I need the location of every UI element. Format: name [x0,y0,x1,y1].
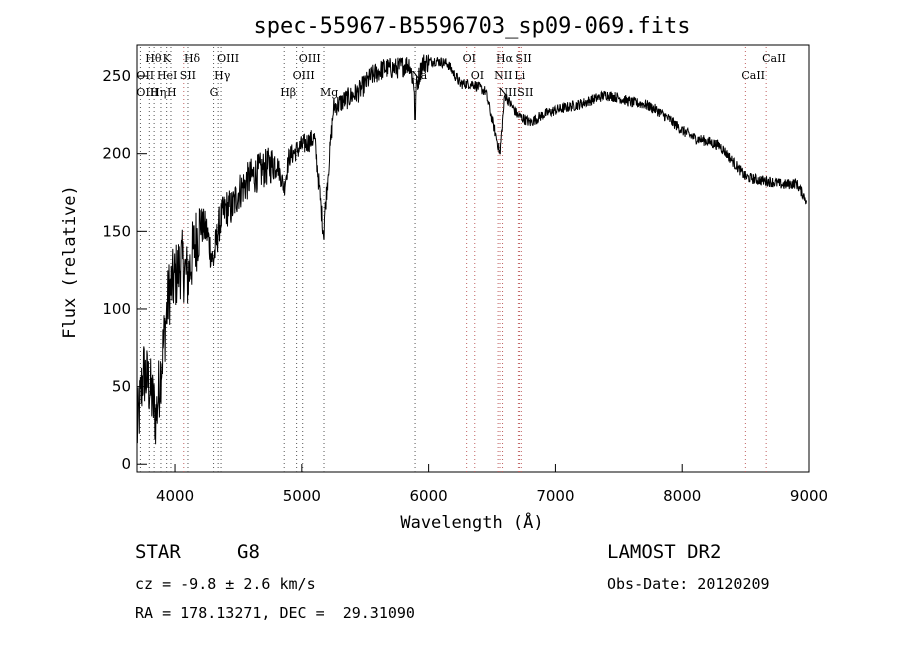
spectral-line-label: SII [517,86,533,99]
spectral-line-label: OIII [299,52,321,65]
object-subclass: G8 [237,541,260,563]
ra-dec-coordinates: RA = 178.13271, DEC = 29.31090 [135,604,415,622]
spectral-line-label: Mg [320,86,338,99]
spectrum-series-line [136,54,807,445]
chart-title: spec-55967-B5596703_sp09-069.fits [253,14,690,39]
x-tick-label: 8000 [663,487,701,505]
spectral-line-label: Li [514,69,525,82]
spectral-line-label: OII [136,69,154,82]
y-tick-label: 50 [112,378,131,396]
plot-frame [136,44,810,473]
spectral-line-label: OIII [217,52,239,65]
y-axis-label: Flux (relative) [60,185,80,339]
spectral-line-label: Hβ [280,86,296,99]
x-axis-label: Wavelength (Å) [400,511,543,533]
observation-date: Obs-Date: 20120209 [607,575,770,593]
spectral-line-label: Hγ [214,69,231,82]
spectral-line-label: HeI [157,69,177,82]
survey-name: LAMOST DR2 [607,541,722,563]
y-tick-label: 100 [102,300,131,318]
spectral-line-label: H [167,86,177,99]
spectral-line-label: Hδ [184,52,201,65]
spectral-line-label: Hθ [145,52,162,65]
axis-ticks: 4000 5000 6000 7000 8000 9000 0 50 100 150 200 250 [102,67,828,505]
spectral-line-label: SII [180,69,196,82]
spectral-line-label: OI [471,69,484,82]
spectral-line-label: OIII [136,86,158,99]
x-tick-label: 9000 [790,487,828,505]
spectral-line-label: SII [516,52,532,65]
y-tick-label: 200 [102,145,131,163]
redshift-cz: cz = -9.8 ± 2.6 km/s [135,575,316,593]
spectral-line-label: Hη [150,86,166,99]
x-tick-label: 7000 [536,487,574,505]
x-tick-label: 4000 [156,487,194,505]
spectral-line-label: CaII [762,52,786,65]
object-class: STAR [135,541,181,563]
spectral-line-label: NII [499,86,517,99]
y-tick-label: 150 [102,222,131,240]
y-tick-label: 250 [102,67,131,85]
x-tick-label: 6000 [410,487,448,505]
spectral-line-label: CaII [741,69,765,82]
spectral-line-label: OIII [293,69,315,82]
spectral-line-label: G [210,86,219,99]
spectral-line-label: OI [463,52,476,65]
y-tick-label: 0 [121,455,131,473]
spectral-line-label: Hα [496,52,514,65]
x-tick-label: 5000 [283,487,321,505]
spectral-line-label: K [163,52,172,65]
spectral-line-label: NII [494,69,512,82]
